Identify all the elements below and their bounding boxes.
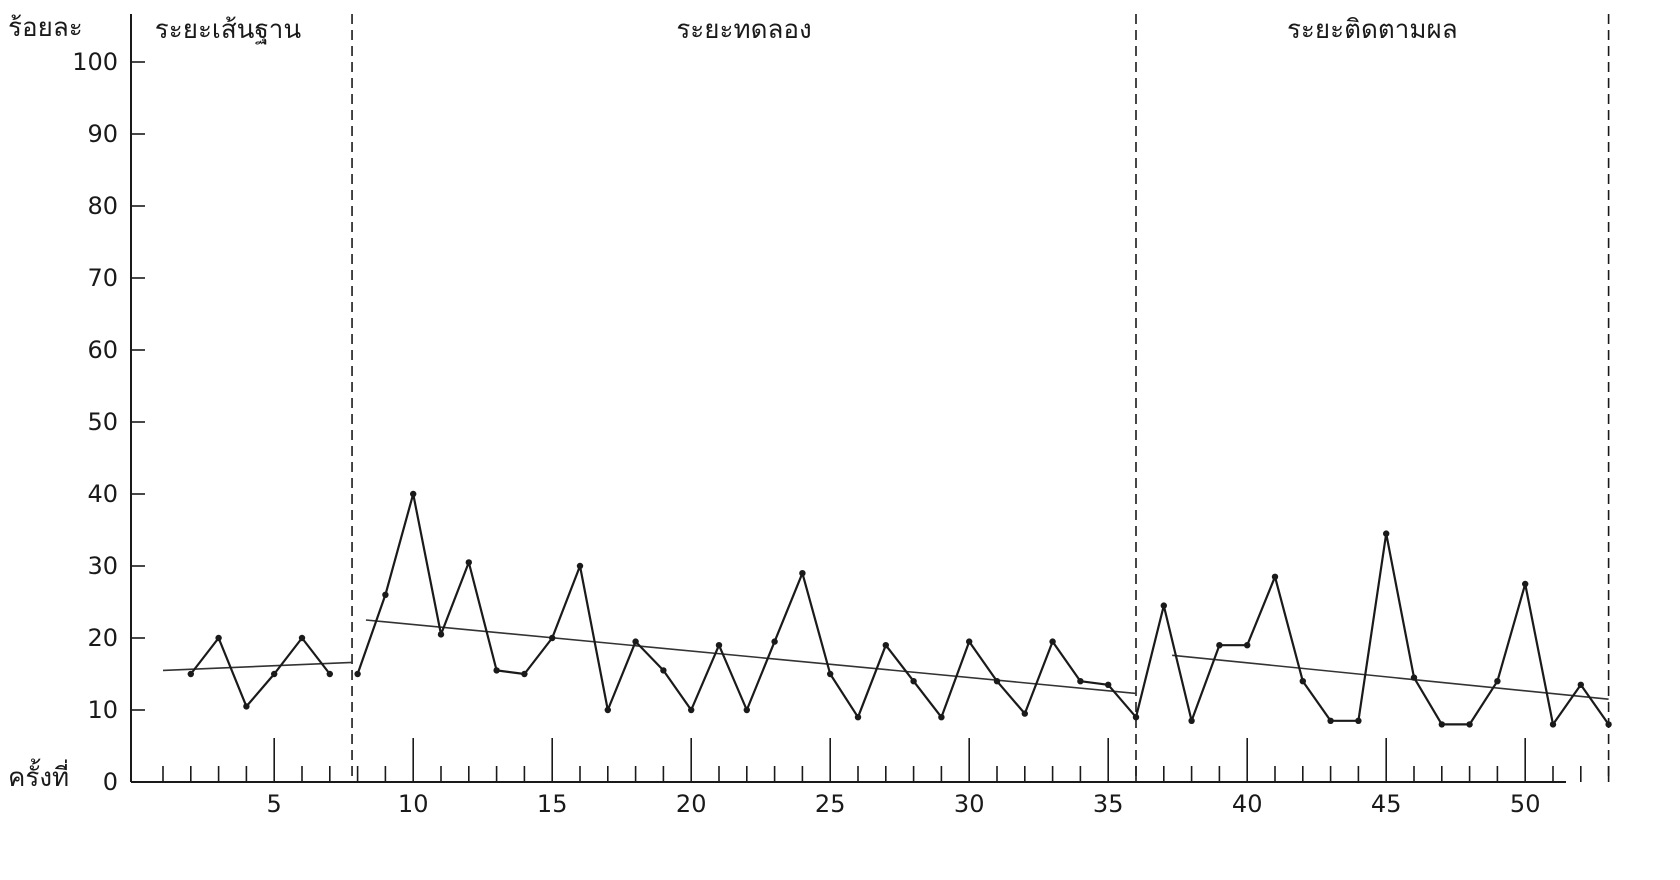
phase-label: ระยะติดตามผล: [1287, 15, 1458, 45]
y-tick-label: 20: [87, 624, 118, 652]
data-point: [326, 670, 333, 678]
axes: [130, 14, 1610, 783]
data-point: [604, 706, 611, 714]
y-tick-label: 60: [87, 336, 118, 364]
trend-line: [1172, 654, 1609, 700]
x-tick-label: 35: [1093, 790, 1124, 818]
data-point: [354, 670, 361, 678]
x-tick-label: 25: [815, 790, 846, 818]
y-tick-label: 0: [103, 768, 118, 796]
data-point: [437, 631, 445, 638]
data-point: [549, 634, 556, 642]
data-point: [1021, 710, 1028, 717]
data-point: [688, 706, 695, 714]
data-point: [1244, 642, 1251, 649]
data-point: [1549, 721, 1557, 728]
data-point: [521, 670, 528, 678]
data-point: [1410, 674, 1418, 681]
data-point: [1216, 642, 1223, 649]
labels: 0 10 20 30 40 50 60 70 80 90 100 5 10 15 20 25 30 35 40 45 5…: [8, 13, 1540, 818]
data-point: [966, 638, 973, 645]
data-point: [1132, 714, 1140, 721]
data-point: [854, 714, 862, 721]
data-point: [1077, 678, 1084, 685]
data-point: [1327, 717, 1334, 724]
data-point: [993, 678, 1001, 685]
data-point: [1605, 721, 1612, 728]
data-point: [1355, 717, 1362, 724]
phase-label: ระยะทดลอง: [676, 15, 811, 45]
data-point: [938, 714, 945, 721]
x-tick-label: 50: [1510, 790, 1541, 818]
series-line: [189, 636, 331, 708]
y-tick-label: 80: [87, 192, 118, 220]
phase-boundaries: [351, 14, 1610, 782]
data-point: [1271, 573, 1279, 580]
data-point: [382, 591, 389, 598]
x-tick-label: 5: [267, 790, 282, 818]
data-point: [910, 678, 917, 685]
data-point: [1383, 530, 1390, 537]
y-tick-label: 90: [87, 120, 118, 148]
data-point: [410, 490, 417, 498]
phase-label: ระยะเส้นฐาน: [155, 15, 302, 45]
data-point: [1438, 721, 1446, 728]
x-tick-label: 45: [1371, 790, 1402, 818]
y-tick-label: 10: [87, 696, 118, 724]
data-point: [1577, 681, 1585, 688]
data-point: [271, 670, 278, 678]
data-point: [660, 667, 667, 674]
data-point: [1299, 678, 1307, 685]
data-point: [1160, 602, 1168, 609]
data-point: [298, 634, 306, 642]
data-series: [187, 490, 1612, 728]
x-tick-label: 30: [954, 790, 985, 818]
y-tick-label: 50: [87, 408, 118, 436]
x-tick-label: 15: [537, 790, 568, 818]
data-point: [1466, 721, 1473, 728]
y-tick-label: 70: [87, 264, 118, 292]
data-point: [1049, 638, 1056, 645]
data-point: [771, 638, 778, 645]
data-point: [827, 670, 834, 678]
x-tick-label: 10: [398, 790, 429, 818]
y-tick-label: 100: [72, 48, 118, 76]
trend-line: [365, 619, 1137, 695]
data-point: [743, 706, 750, 714]
data-point: [243, 703, 250, 710]
data-point: [576, 562, 584, 570]
trend-lines: [162, 619, 1609, 700]
x-tick-label: 20: [676, 790, 707, 818]
data-point: [799, 570, 806, 577]
y-tick-label: 30: [87, 552, 118, 580]
data-point: [493, 667, 500, 674]
data-point: [715, 642, 723, 649]
data-point: [1494, 678, 1501, 685]
x-tick-label: 40: [1232, 790, 1263, 818]
data-point: [187, 670, 194, 678]
data-point: [632, 638, 639, 645]
data-point: [1188, 717, 1195, 724]
data-point: [882, 642, 889, 649]
data-point: [465, 559, 472, 566]
series-line: [356, 492, 1610, 726]
y-tick-label: 40: [87, 480, 118, 508]
data-point: [1522, 580, 1529, 588]
data-point: [1105, 681, 1112, 688]
x-axis-label: ครั้งที่: [8, 758, 69, 793]
data-point: [215, 634, 222, 642]
y-axis-label: ร้อยละ: [8, 13, 83, 43]
